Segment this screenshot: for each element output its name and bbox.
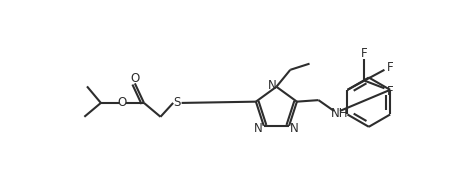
Text: O: O [130, 72, 139, 84]
Text: S: S [173, 96, 180, 109]
Text: F: F [386, 85, 392, 98]
Text: N: N [253, 122, 262, 135]
Text: O: O [118, 96, 127, 109]
Text: NH: NH [331, 107, 348, 121]
Text: F: F [360, 47, 367, 60]
Text: N: N [289, 122, 298, 135]
Text: N: N [267, 79, 276, 92]
Text: F: F [386, 61, 392, 74]
